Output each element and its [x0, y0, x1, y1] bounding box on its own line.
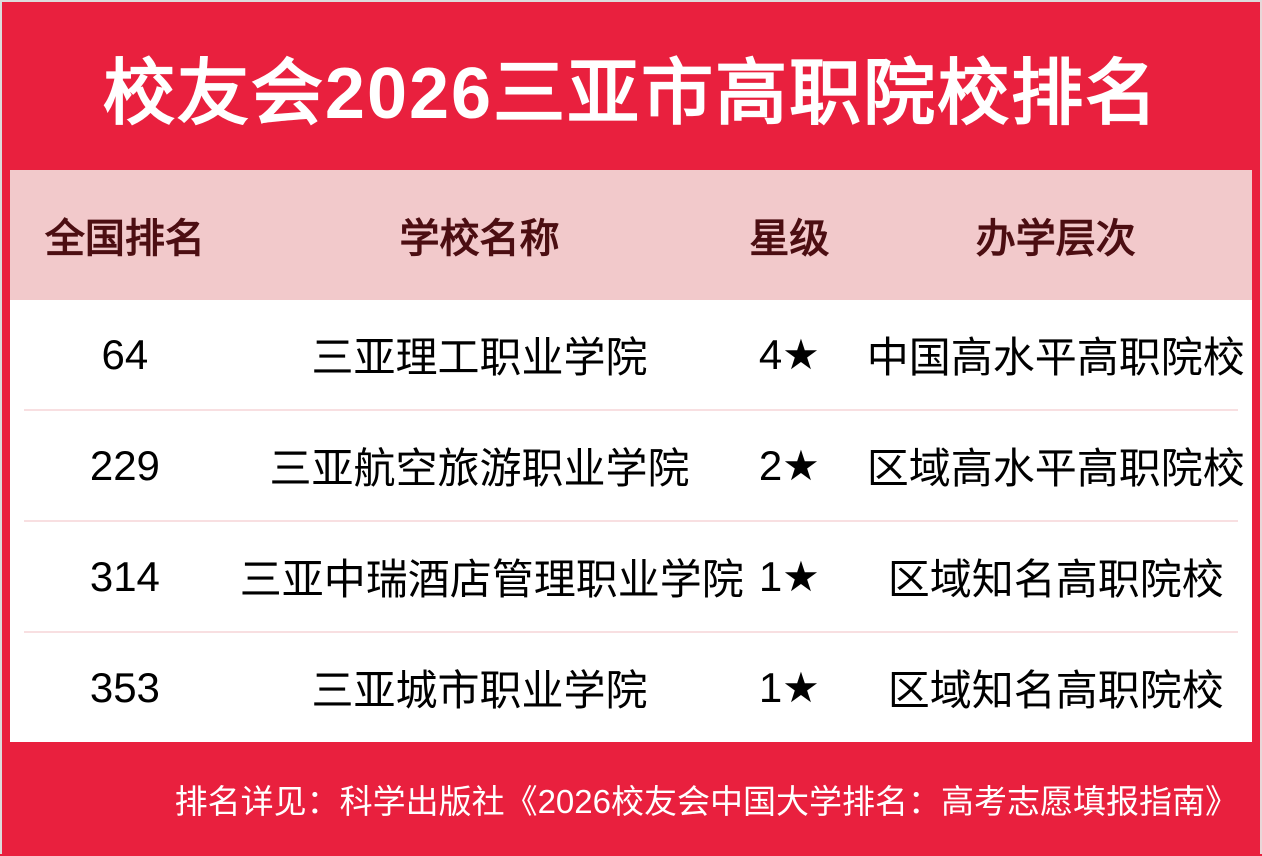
cell-level: 区域高水平高职院校 [866, 445, 1245, 492]
footer-band: 排名详见：科学出版社《2026校友会中国大学排名：高考志愿填报指南》 [2, 742, 1260, 856]
row-divider [24, 409, 1238, 411]
table-body: 64 三亚理工职业学院 4★ 中国高水平高职院校 229 三亚航空旅游职业学院 … [10, 300, 1252, 742]
header-cell-school: 学校名称 [399, 217, 560, 261]
cell-level: 区域知名高职院校 [887, 667, 1224, 714]
cell-school: 三亚城市职业学院 [311, 667, 648, 714]
title-band: 校友会2026三亚市高职院校排名 [2, 2, 1260, 170]
table-row: 314 三亚中瑞酒店管理职业学院 1★ 区域知名高职院校 [10, 522, 1252, 631]
footer-note: 排名详见：科学出版社《2026校友会中国大学排名：高考志愿填报指南》 [174, 783, 1238, 820]
header-cell-stars: 星级 [749, 217, 830, 261]
table-header-row: 全国排名 学校名称 星级 办学层次 [10, 170, 1252, 300]
table-row: 229 三亚航空旅游职业学院 2★ 区域高水平高职院校 [10, 411, 1252, 520]
page-title: 校友会2026三亚市高职院校排名 [102, 53, 1160, 134]
cell-rank: 314 [89, 552, 160, 600]
cell-level: 中国高水平高职院校 [866, 334, 1245, 381]
header-cell-level: 办学层次 [975, 217, 1136, 261]
cell-stars: 1★ [758, 553, 820, 600]
cell-rank: 64 [101, 330, 149, 378]
cell-stars: 1★ [758, 664, 820, 711]
cell-rank: 229 [89, 441, 160, 489]
table-row: 353 三亚城市职业学院 1★ 区域知名高职院校 [10, 633, 1252, 742]
row-divider [24, 520, 1238, 522]
table-row: 64 三亚理工职业学院 4★ 中国高水平高职院校 [10, 300, 1252, 409]
cell-stars: 2★ [758, 442, 820, 489]
cell-school: 三亚中瑞酒店管理职业学院 [239, 556, 744, 603]
cell-school: 三亚理工职业学院 [311, 334, 648, 381]
header-cell-rank: 全国排名 [44, 217, 205, 261]
cell-stars: 4★ [758, 331, 820, 378]
cell-school: 三亚航空旅游职业学院 [269, 445, 690, 492]
cell-level: 区域知名高职院校 [887, 556, 1224, 603]
ranking-table: 全国排名 学校名称 星级 办学层次 64 三亚理工职业学院 4★ 中国高水平高职… [10, 170, 1252, 742]
cell-rank: 353 [89, 663, 160, 711]
row-divider [24, 631, 1238, 633]
